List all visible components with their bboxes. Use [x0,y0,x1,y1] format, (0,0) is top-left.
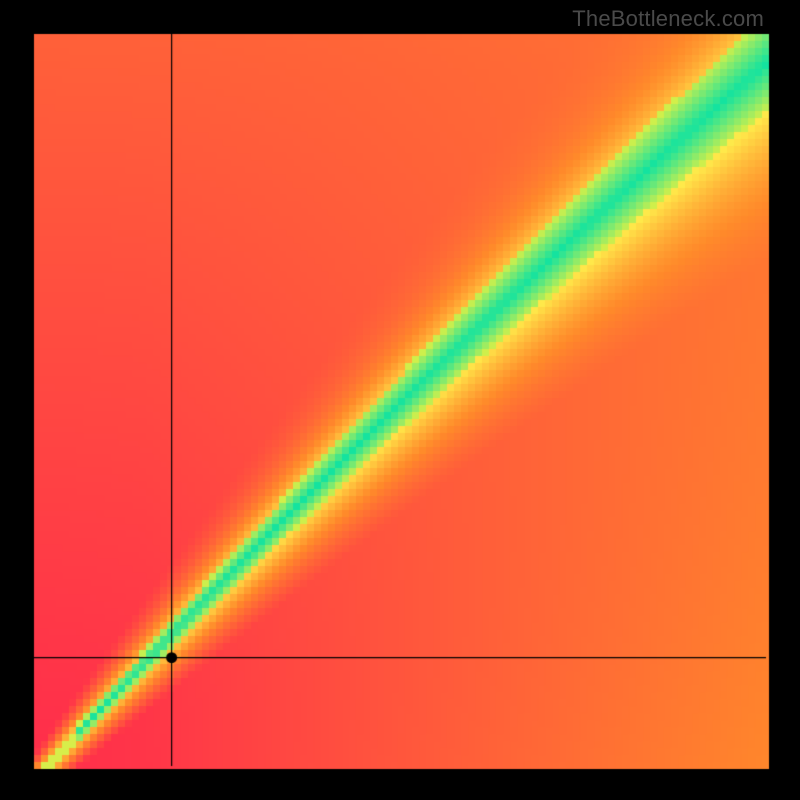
heatmap-canvas [0,0,800,800]
chart-container: TheBottleneck.com [0,0,800,800]
watermark-text: TheBottleneck.com [572,6,764,32]
